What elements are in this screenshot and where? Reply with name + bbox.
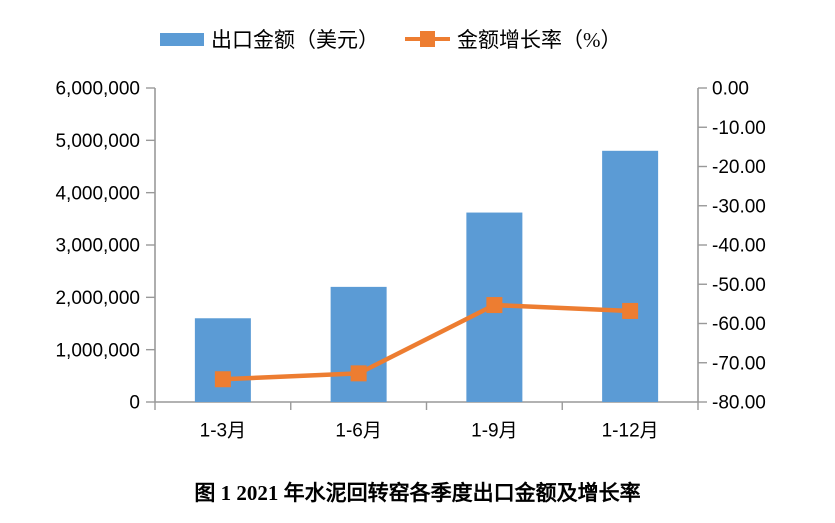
y-axis-right-tick-label: -40.00 (712, 236, 766, 257)
growth-rate-line (222, 302, 631, 382)
y-axis-right-tick-label: -70.00 (712, 353, 766, 374)
growth-rate-marker-0 (214, 371, 231, 388)
figure-caption: 图 1 2021 年水泥回转窑各季度出口金额及增长率 (194, 481, 641, 505)
y-axis-left-tick-label: 5,000,000 (55, 131, 140, 152)
y-axis-left-tick-label: 1,000,000 (55, 340, 140, 361)
export-amount-bar-1 (330, 286, 387, 402)
bar-series-swatch-icon (160, 32, 204, 46)
line-swatch-marker (420, 31, 435, 47)
line-series-swatch-icon (405, 31, 450, 47)
legend-item-growth-rate: 金额增长率（%） (405, 24, 622, 54)
y-axis-right-tick-label: -80.00 (712, 393, 766, 414)
x-axis-category-label: 1-6月 (335, 421, 381, 442)
y-axis-left-tick-label: 6,000,000 (55, 79, 140, 100)
y-axis-left-tick-label: 2,000,000 (55, 288, 140, 309)
legend-item-export-amount: 出口金额（美元） (160, 24, 379, 54)
chart-legend: 出口金额（美元） 金额增长率（%） (160, 25, 622, 53)
export-amount-bar-0 (194, 318, 251, 402)
y-axis-right-tick-label: -30.00 (712, 196, 766, 217)
x-axis-category-label: 1-12月 (602, 421, 659, 442)
y-axis-right-tick-label: 0.00 (712, 79, 749, 100)
x-axis-category-label: 1-9月 (471, 421, 517, 442)
bar-series-label: 出口金额（美元） (211, 28, 379, 52)
y-axis-right-tick-label: -20.00 (712, 157, 766, 178)
growth-rate-marker-3 (622, 302, 639, 319)
y-axis-left-tick-label: 4,000,000 (55, 183, 140, 204)
growth-rate-marker-1 (350, 365, 367, 382)
y-axis-right-tick-label: -10.00 (712, 118, 766, 139)
y-axis-left-tick-label: 0 (129, 393, 140, 414)
y-axis-right-tick-label: -60.00 (712, 314, 766, 335)
y-axis-left-tick-label: 3,000,000 (55, 236, 140, 257)
x-axis-category-label: 1-3月 (200, 421, 246, 442)
y-axis-right-tick-label: -50.00 (712, 275, 766, 296)
line-series-label: 金额增长率（%） (457, 28, 622, 52)
growth-rate-marker-2 (486, 297, 503, 314)
export-amount-bar-3 (602, 150, 659, 402)
